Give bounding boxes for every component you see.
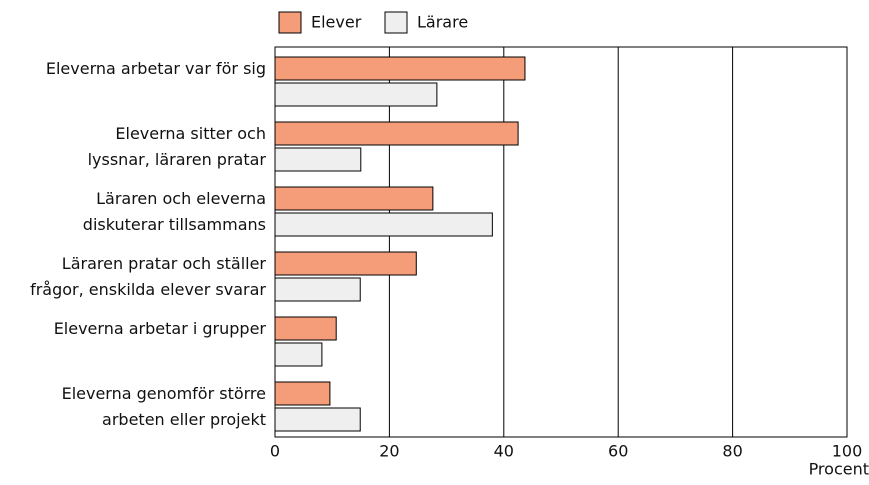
- y-tick-label: Läraren pratar och ställer: [62, 254, 267, 273]
- bar: [274, 251, 417, 276]
- bar: [274, 82, 438, 107]
- bar: [274, 56, 526, 81]
- y-tick-label: diskuterar tillsammans: [83, 215, 266, 234]
- x-tick-label: 100: [832, 442, 863, 461]
- y-tick-label: Eleverna arbetar i grupper: [54, 319, 267, 338]
- bar: [274, 407, 361, 432]
- bar: [274, 147, 362, 172]
- bar: [274, 342, 323, 367]
- y-tick-label: Eleverna arbetar var för sig: [46, 59, 266, 78]
- legend-swatch: [384, 11, 408, 34]
- bar: [274, 212, 493, 237]
- x-tick-label: 60: [608, 442, 628, 461]
- plot-frame: [274, 46, 848, 438]
- y-tick-label: Eleverna genomför större: [62, 384, 266, 403]
- x-tick-label: 80: [722, 442, 742, 461]
- y-tick-label: Läraren och eleverna: [96, 189, 266, 208]
- x-tick-label: 0: [270, 442, 280, 461]
- legend-label: Lärare: [417, 13, 468, 32]
- y-tick-label: Eleverna sitter och: [115, 124, 266, 143]
- legend-swatch: [278, 11, 302, 34]
- x-axis-label: Procent: [809, 460, 869, 479]
- y-tick-label: arbeten eller projekt: [102, 410, 266, 429]
- bar: [274, 186, 434, 211]
- bar: [274, 381, 331, 406]
- y-tick-label: lyssnar, läraren pratar: [88, 150, 267, 169]
- y-tick-label: frågor, enskilda elever svarar: [30, 280, 266, 299]
- bar: [274, 316, 337, 341]
- bar: [274, 121, 519, 146]
- x-tick-label: 40: [494, 442, 514, 461]
- x-tick-label: 20: [379, 442, 399, 461]
- bar: [274, 277, 361, 302]
- legend-label: Elever: [311, 13, 362, 32]
